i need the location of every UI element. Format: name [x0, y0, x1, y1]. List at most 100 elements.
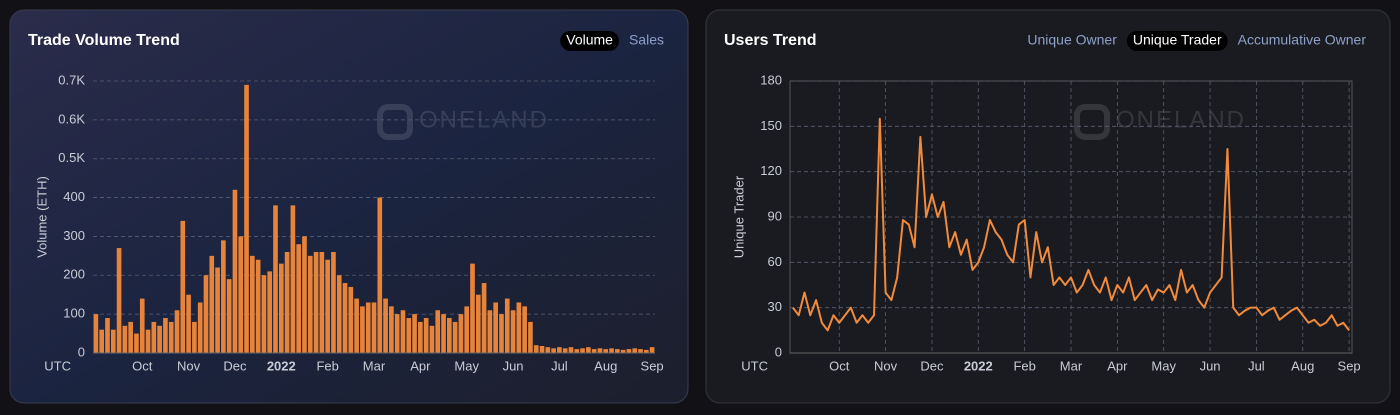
bar — [261, 275, 267, 353]
bar — [481, 283, 487, 353]
bar — [441, 314, 446, 353]
bar — [539, 346, 545, 353]
bar — [139, 298, 145, 353]
x-tick-label: Dec — [223, 358, 247, 373]
y-axis-label: Volume (ETH) — [34, 176, 49, 258]
watermark-logo — [1074, 104, 1110, 140]
tab[interactable]: Unique Trader — [1133, 32, 1222, 48]
bar — [609, 348, 614, 353]
y-tick-label: 100 — [63, 306, 85, 321]
x-tick-label: Apr — [1107, 358, 1128, 373]
bar — [163, 318, 168, 353]
bar — [354, 298, 359, 353]
bar — [533, 345, 539, 353]
x-tick-label: Aug — [594, 358, 617, 373]
x-tick-label: Aug — [1291, 358, 1314, 373]
bar — [174, 310, 180, 353]
bar — [331, 251, 336, 353]
x-tick-label: Feb — [316, 358, 338, 373]
bar — [273, 205, 278, 353]
bar — [638, 349, 643, 353]
bar — [250, 255, 255, 353]
bar — [168, 321, 174, 353]
bar — [504, 298, 510, 353]
chart-title: Trade Volume Trend — [28, 32, 180, 49]
bar — [215, 267, 220, 353]
x-tick-label: Jul — [551, 358, 568, 373]
bar — [307, 255, 313, 353]
bar — [591, 349, 597, 353]
x-tick-label: Jun — [503, 358, 524, 373]
bar — [232, 189, 238, 353]
bar — [267, 271, 273, 353]
bar — [475, 294, 481, 353]
x-tick-label: Mar — [1060, 358, 1083, 373]
bar — [365, 302, 371, 353]
bar — [255, 259, 261, 353]
bar — [562, 348, 568, 353]
x-tick-label: Apr — [410, 358, 431, 373]
x-tick-label: Mar — [363, 358, 386, 373]
watermark: ONELAND — [1116, 106, 1246, 133]
bar — [371, 302, 377, 353]
x-tick-label: May — [454, 358, 479, 373]
bar — [383, 298, 388, 353]
bar — [545, 347, 551, 353]
tab[interactable]: Unique Owner — [1027, 32, 1117, 48]
y-tick-label: 60 — [768, 254, 782, 269]
bar — [458, 314, 464, 353]
bar — [510, 310, 516, 353]
y-tick-label: 0.6K — [58, 111, 85, 126]
bar — [145, 329, 151, 353]
bar — [493, 302, 498, 353]
bar — [429, 325, 435, 353]
bar — [302, 236, 307, 353]
y-tick-label: 0.7K — [58, 72, 85, 87]
bar — [134, 333, 139, 353]
bar — [209, 255, 215, 353]
y-axis-label: Unique Trader — [731, 175, 746, 258]
y-tick-label: 150 — [760, 118, 782, 133]
tab[interactable]: Sales — [629, 32, 664, 48]
watermark-logo — [377, 104, 413, 140]
bar — [313, 251, 319, 353]
bar — [447, 318, 452, 353]
bar — [400, 310, 406, 353]
y-tick-label: 180 — [760, 72, 782, 87]
bar — [180, 220, 186, 353]
bar — [615, 349, 620, 353]
tab[interactable]: Accumulative Owner — [1238, 32, 1367, 48]
tab-highlight — [1126, 31, 1228, 51]
y-tick-label: 0 — [775, 344, 782, 359]
bar — [197, 302, 203, 353]
x-tick-label: Nov — [177, 358, 201, 373]
y-tick-label: 300 — [63, 228, 85, 243]
bar — [192, 321, 197, 353]
bar — [551, 348, 556, 353]
y-tick-label: 0 — [78, 344, 85, 359]
y-tick-label: 30 — [768, 299, 782, 314]
bar — [296, 244, 301, 353]
x-tick-label: Sep — [1338, 358, 1361, 373]
bar — [290, 205, 296, 353]
bar — [394, 314, 400, 353]
bar — [238, 236, 244, 353]
bar — [643, 349, 649, 353]
bar — [122, 325, 128, 353]
bar — [226, 279, 232, 353]
x-tick-label: Nov — [874, 358, 898, 373]
bar — [435, 310, 441, 353]
bar — [99, 329, 105, 353]
bar — [377, 197, 383, 353]
bar — [522, 306, 527, 353]
y-tick-label: 200 — [63, 267, 85, 282]
bar — [348, 286, 354, 353]
x-tick-label: 2022 — [267, 358, 296, 373]
bar — [620, 349, 626, 353]
bar — [580, 348, 585, 353]
tab[interactable]: Volume — [566, 32, 613, 48]
bar — [389, 306, 394, 353]
bar — [649, 347, 655, 353]
bar — [319, 251, 325, 353]
y-tick-label: 0.5K — [58, 150, 85, 165]
